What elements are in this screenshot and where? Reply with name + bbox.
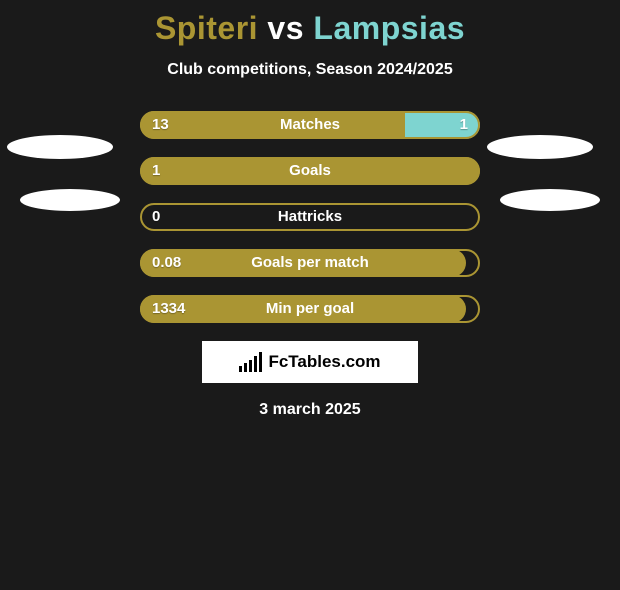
value-left: 13	[152, 111, 169, 139]
logo-bars-icon	[239, 352, 262, 372]
stat-label: Hattricks	[140, 203, 480, 231]
stat-row: 1Goals	[140, 157, 480, 185]
bar-left	[140, 295, 466, 323]
bar-left	[140, 111, 405, 139]
stat-row: 131Matches	[140, 111, 480, 139]
logo-bar	[249, 360, 252, 372]
bar-outline	[140, 203, 480, 231]
decorative-ellipse	[7, 135, 113, 159]
logo-bar	[239, 366, 242, 372]
page-title: Spiteri vs Lampsias	[0, 10, 620, 47]
logo-bar	[254, 356, 257, 372]
logo-bar	[259, 352, 262, 372]
logo: FcTables.com	[202, 341, 418, 383]
stat-row: 1334Min per goal	[140, 295, 480, 323]
bar-left	[140, 249, 466, 277]
decorative-ellipse	[500, 189, 600, 211]
bar-right	[405, 111, 480, 139]
decorative-ellipse	[487, 135, 593, 159]
title-right-name: Lampsias	[313, 10, 465, 46]
value-right: 1	[460, 111, 468, 139]
stat-row: 0.08Goals per match	[140, 249, 480, 277]
value-left: 0	[152, 203, 160, 231]
logo-bar	[244, 363, 247, 372]
infographic-container: Spiteri vs Lampsias Club competitions, S…	[0, 10, 620, 590]
title-left-name: Spiteri	[155, 10, 258, 46]
title-vs: vs	[267, 10, 304, 46]
value-left: 0.08	[152, 249, 181, 277]
bar-left	[140, 157, 480, 185]
value-left: 1	[152, 157, 160, 185]
decorative-ellipse	[20, 189, 120, 211]
logo-text: FcTables.com	[268, 352, 380, 372]
subtitle: Club competitions, Season 2024/2025	[0, 61, 620, 79]
value-left: 1334	[152, 295, 185, 323]
stat-row: 0Hattricks	[140, 203, 480, 231]
date-label: 3 march 2025	[0, 401, 620, 419]
